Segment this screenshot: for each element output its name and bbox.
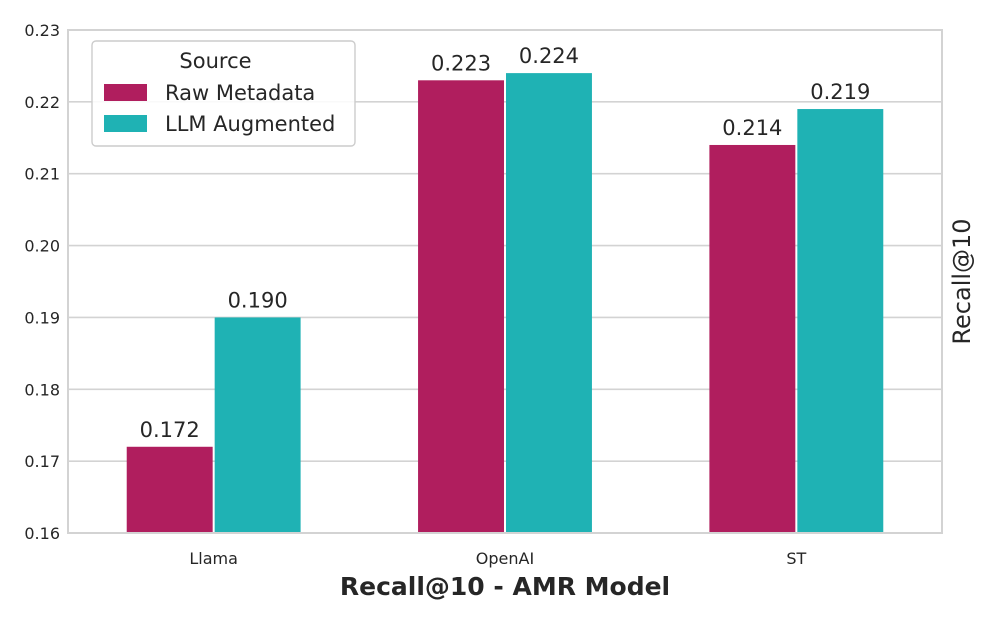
- x-tick-label: ST: [786, 549, 806, 568]
- y-axis-ticks: 0.16 0.17 0.18 0.19 0.20 0.21 0.22 0.23: [24, 21, 60, 543]
- legend: Source Raw Metadata LLM Augmented: [91, 40, 356, 147]
- y-tick-label: 0.20: [24, 237, 60, 256]
- bar-llm-augmented-openai: [506, 73, 592, 533]
- y-tick-label: 0.16: [24, 524, 60, 543]
- x-axis-label: Recall@10 - AMR Model: [340, 572, 670, 601]
- y-tick-label: 0.21: [24, 165, 60, 184]
- y-axis-label: Recall@10: [948, 218, 976, 344]
- legend-label: LLM Augmented: [165, 112, 335, 136]
- bar-llm-augmented-st: [797, 109, 884, 534]
- legend-swatch: [104, 84, 147, 101]
- y-tick-label: 0.22: [24, 93, 60, 112]
- data-label: 0.223: [431, 51, 491, 75]
- bar-raw-metadata-st: [709, 144, 796, 533]
- data-label: 0.172: [140, 418, 200, 442]
- legend-box: [91, 40, 356, 147]
- y-tick-label: 0.19: [24, 308, 60, 327]
- plot-frame: [67, 29, 943, 534]
- data-label: 0.190: [228, 288, 288, 312]
- bar-raw-metadata-llama: [126, 446, 213, 533]
- x-axis-ticks: Llama OpenAI ST: [189, 549, 806, 568]
- data-labels: 0.172 0.190 0.223 0.224 0.214 0.219: [140, 44, 871, 442]
- data-label: 0.214: [722, 116, 782, 140]
- bars: [126, 73, 884, 534]
- x-tick-label: Llama: [189, 549, 238, 568]
- bar-raw-metadata-openai: [418, 80, 504, 534]
- y-tick-label: 0.18: [24, 380, 60, 399]
- legend-title: Source: [179, 49, 251, 73]
- legend-swatch: [104, 115, 147, 132]
- data-label: 0.219: [810, 80, 870, 104]
- bar-llm-augmented-llama: [214, 317, 301, 533]
- y-tick-label: 0.23: [24, 21, 60, 40]
- x-tick-label: OpenAI: [476, 549, 534, 568]
- legend-label: Raw Metadata: [165, 81, 315, 105]
- y-tick-label: 0.17: [24, 452, 60, 471]
- data-label: 0.224: [519, 44, 579, 68]
